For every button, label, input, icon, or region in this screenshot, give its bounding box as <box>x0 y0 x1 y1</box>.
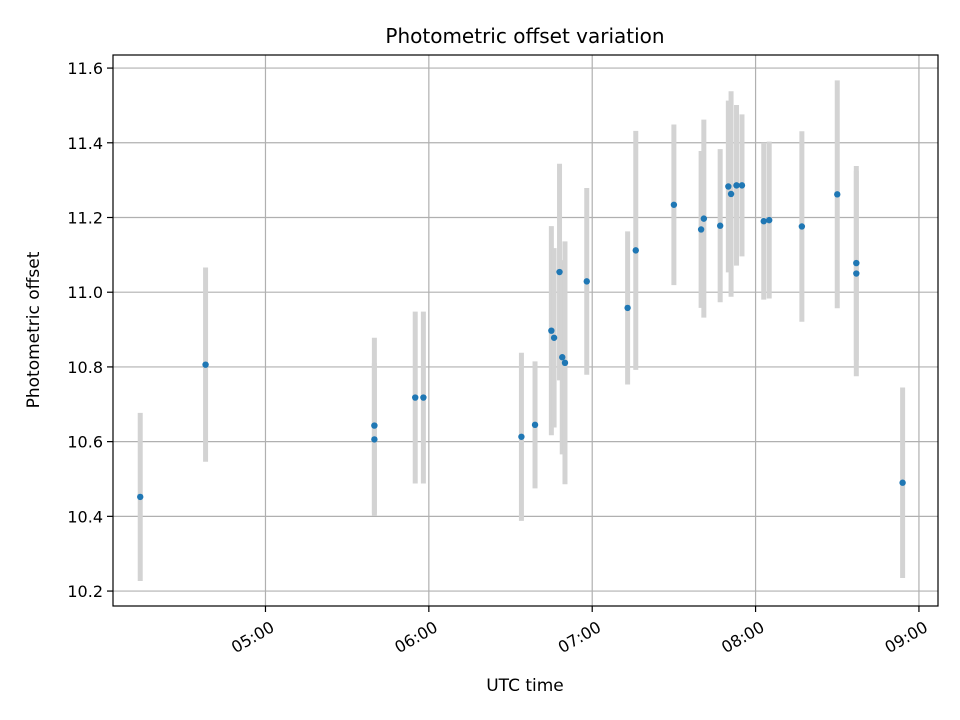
y-tick-label: 11.6 <box>67 59 103 78</box>
data-point <box>583 278 590 285</box>
data-point <box>556 268 563 276</box>
plot-area-frame <box>112 54 939 607</box>
y-axis-label: Photometric offset <box>24 251 44 408</box>
data-point <box>518 433 525 440</box>
data-point <box>697 226 705 233</box>
data-point <box>371 422 378 429</box>
data-point <box>531 421 539 429</box>
data-point <box>412 394 419 401</box>
data-point <box>137 493 144 501</box>
data-point <box>632 247 639 254</box>
data-point <box>420 394 427 401</box>
data-point <box>670 201 678 208</box>
data-point <box>700 215 708 222</box>
y-tick-label: 10.4 <box>67 507 103 526</box>
y-tick-label: 10.8 <box>67 358 103 377</box>
y-tick-label: 10.6 <box>67 433 103 452</box>
data-point <box>899 479 906 486</box>
data-point <box>559 354 566 361</box>
data-point <box>716 222 724 229</box>
data-point <box>853 270 860 277</box>
y-tick-label: 11.0 <box>67 283 103 302</box>
data-point <box>202 361 209 368</box>
y-tick-label: 10.2 <box>67 582 103 601</box>
data-points <box>137 182 906 501</box>
data-point <box>548 327 555 334</box>
data-point <box>733 182 740 189</box>
data-point <box>760 218 767 225</box>
data-point <box>834 191 841 198</box>
data-point <box>561 359 569 367</box>
data-point <box>738 182 746 189</box>
data-point <box>853 259 860 267</box>
y-tick-label: 11.2 <box>67 208 103 227</box>
data-point <box>727 190 735 198</box>
data-point <box>371 436 378 443</box>
data-point <box>765 216 773 224</box>
data-point <box>725 183 732 190</box>
y-axis-ticks: 10.2 10.4 10.6 10.8 11.0 11.2 11.4 11.6 <box>67 59 113 601</box>
chart-title: Photometric offset variation <box>385 24 664 48</box>
data-point <box>550 334 558 341</box>
x-axis-label: UTC time <box>486 676 564 696</box>
data-point <box>798 223 806 230</box>
y-tick-label: 11.4 <box>67 134 103 153</box>
data-point <box>624 304 631 312</box>
